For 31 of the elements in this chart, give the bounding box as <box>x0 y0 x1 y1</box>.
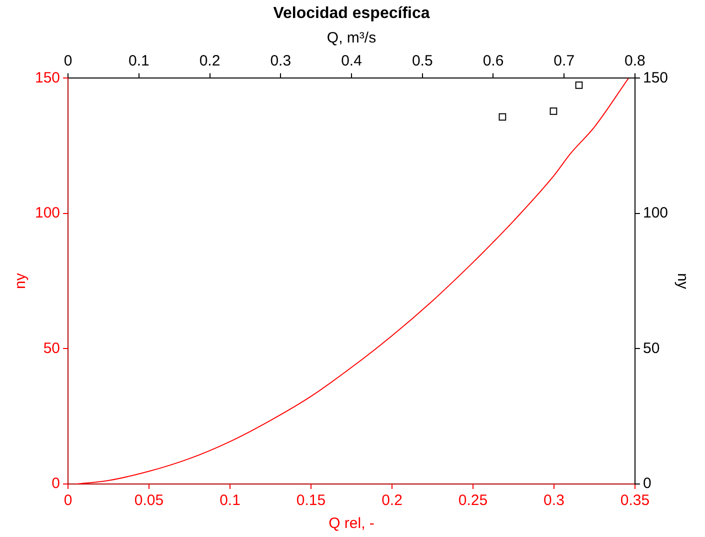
x-tick-label: 0.35 <box>620 492 650 510</box>
y2-tick-label: 100 <box>642 204 668 222</box>
x2-tick-label: 0.7 <box>554 52 575 70</box>
x2-tick-label: 0.2 <box>199 52 220 70</box>
y2-tick-label: 0 <box>642 475 652 492</box>
x2-tick-label: 0.5 <box>412 52 433 70</box>
x2-tick-label: 0.3 <box>270 52 292 70</box>
x-tick-label: 0.2 <box>382 492 402 510</box>
x2-tick-label: 0.4 <box>341 52 362 70</box>
y2-tick-label: 150 <box>642 69 668 86</box>
chart-title: Velocidad específica <box>273 5 430 22</box>
y-tick-label: 50 <box>43 340 60 357</box>
y2-axis-title: ny <box>674 273 691 290</box>
x2-tick-label: 0.8 <box>624 52 646 70</box>
x-tick-label: 0 <box>64 492 72 510</box>
x-tick-label: 0.05 <box>134 492 164 510</box>
x2-tick-label: 0 <box>64 52 72 70</box>
x-axis-title: Q rel, - <box>328 515 374 532</box>
x-tick-label: 0.25 <box>458 492 488 510</box>
line-series <box>76 78 629 484</box>
y-tick-label: 0 <box>52 475 60 492</box>
x-tick-label: 0.3 <box>544 492 564 510</box>
x2-tick-label: 0.6 <box>482 52 504 70</box>
y-tick-label: 150 <box>34 69 60 86</box>
y-tick-label: 100 <box>34 204 60 222</box>
y-axis-title: ny <box>12 272 30 290</box>
x-tick-label: 0.1 <box>220 492 240 510</box>
y2-tick-label: 50 <box>642 340 660 357</box>
x2-tick-label: 0.1 <box>128 52 150 70</box>
x2-axis-title: Q, m³/s <box>326 29 376 46</box>
x-tick-label: 0.15 <box>296 492 326 510</box>
